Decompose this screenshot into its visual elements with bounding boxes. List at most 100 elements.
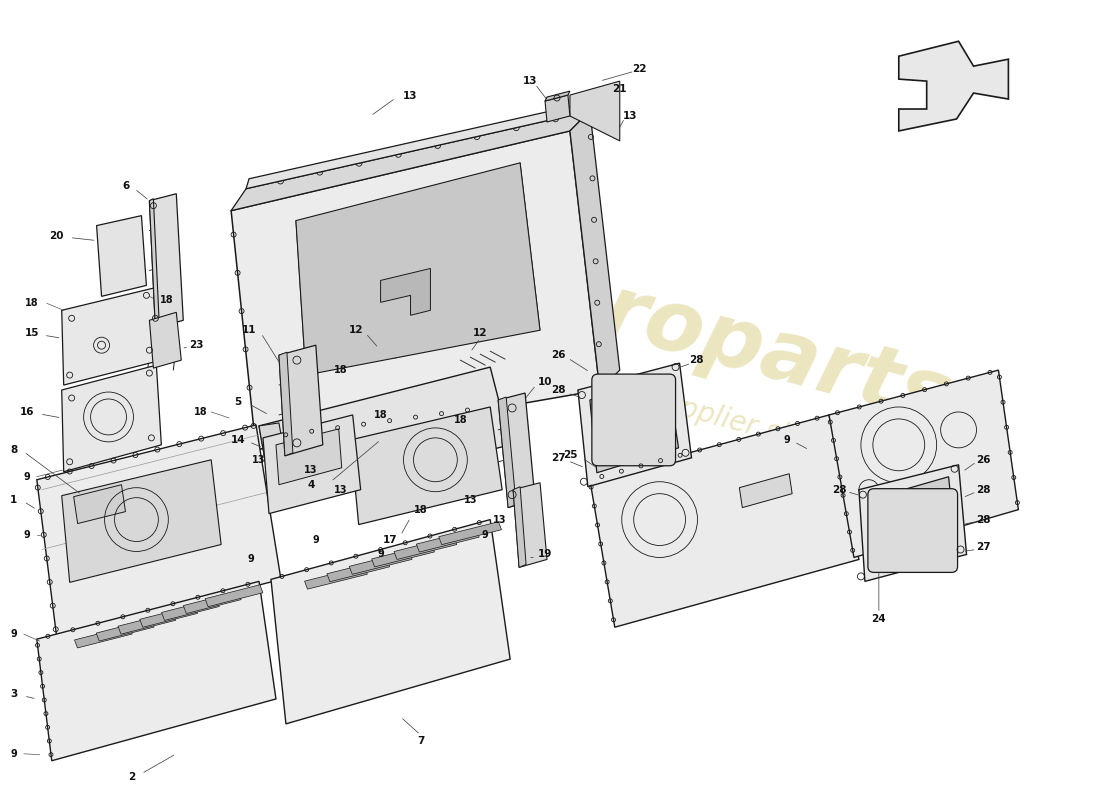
Polygon shape xyxy=(184,592,241,614)
Polygon shape xyxy=(439,522,502,545)
Text: 9: 9 xyxy=(23,472,30,482)
Text: 13: 13 xyxy=(404,91,418,101)
Text: 13: 13 xyxy=(494,514,507,525)
Text: 27: 27 xyxy=(551,453,565,462)
Text: 9: 9 xyxy=(248,554,254,565)
Polygon shape xyxy=(118,612,176,634)
Polygon shape xyxy=(246,101,595,189)
Polygon shape xyxy=(263,415,361,514)
Polygon shape xyxy=(544,95,570,122)
Polygon shape xyxy=(351,407,503,525)
Text: 2: 2 xyxy=(128,772,135,782)
Polygon shape xyxy=(394,537,456,559)
Polygon shape xyxy=(74,485,125,523)
Text: 13: 13 xyxy=(463,494,477,505)
Polygon shape xyxy=(271,519,510,724)
Polygon shape xyxy=(150,312,182,368)
Text: 7: 7 xyxy=(417,736,425,746)
Text: 13: 13 xyxy=(252,454,266,465)
Polygon shape xyxy=(62,365,162,472)
Polygon shape xyxy=(279,352,293,456)
Polygon shape xyxy=(279,345,322,456)
Text: 20: 20 xyxy=(50,230,64,241)
Polygon shape xyxy=(829,370,1019,558)
Polygon shape xyxy=(417,529,480,552)
Text: 4: 4 xyxy=(307,480,315,490)
Text: 6: 6 xyxy=(123,181,130,190)
Polygon shape xyxy=(570,81,619,141)
Text: 9: 9 xyxy=(11,749,18,758)
Text: 24: 24 xyxy=(871,614,887,624)
Polygon shape xyxy=(150,194,184,328)
Polygon shape xyxy=(296,163,540,375)
Text: 27: 27 xyxy=(976,542,991,553)
Polygon shape xyxy=(590,415,859,627)
Text: 28: 28 xyxy=(551,385,565,395)
Polygon shape xyxy=(231,111,590,210)
Polygon shape xyxy=(205,585,263,606)
Text: 18: 18 xyxy=(25,298,39,308)
Polygon shape xyxy=(258,367,510,505)
Polygon shape xyxy=(513,482,547,567)
Polygon shape xyxy=(62,287,162,385)
Polygon shape xyxy=(498,393,535,508)
Polygon shape xyxy=(350,551,412,574)
Text: europarts: europarts xyxy=(478,238,960,442)
Polygon shape xyxy=(258,423,293,505)
Text: 16: 16 xyxy=(20,407,34,417)
Text: 28: 28 xyxy=(690,355,704,365)
Polygon shape xyxy=(899,42,1009,131)
Text: 28: 28 xyxy=(976,485,991,494)
Polygon shape xyxy=(544,91,570,101)
Text: 18: 18 xyxy=(453,415,468,425)
Polygon shape xyxy=(231,131,600,450)
Polygon shape xyxy=(513,486,526,567)
Text: 12: 12 xyxy=(473,328,487,338)
Text: 9: 9 xyxy=(377,550,384,559)
Polygon shape xyxy=(498,397,516,508)
Text: 21: 21 xyxy=(613,84,627,94)
Text: 19: 19 xyxy=(538,550,552,559)
Text: 18: 18 xyxy=(414,505,427,514)
Polygon shape xyxy=(869,477,956,570)
Text: 18: 18 xyxy=(334,365,348,375)
Text: 11: 11 xyxy=(242,326,256,335)
Text: 12: 12 xyxy=(349,326,363,335)
Polygon shape xyxy=(305,566,367,589)
Polygon shape xyxy=(97,216,146,296)
Text: 26: 26 xyxy=(976,454,991,465)
Polygon shape xyxy=(276,429,342,485)
Polygon shape xyxy=(162,598,219,621)
Text: 9: 9 xyxy=(23,530,30,539)
Polygon shape xyxy=(381,269,430,315)
Text: 15: 15 xyxy=(24,328,40,338)
Text: 13: 13 xyxy=(334,485,348,494)
Text: 8: 8 xyxy=(10,445,18,455)
Text: 9: 9 xyxy=(312,534,319,545)
Polygon shape xyxy=(739,474,792,508)
Text: 5: 5 xyxy=(234,397,242,407)
Text: 22: 22 xyxy=(632,64,647,74)
FancyBboxPatch shape xyxy=(868,489,958,572)
Polygon shape xyxy=(327,559,389,582)
Polygon shape xyxy=(36,582,276,761)
Polygon shape xyxy=(578,363,692,486)
Text: 25: 25 xyxy=(563,450,578,460)
Text: 9: 9 xyxy=(784,435,791,445)
Polygon shape xyxy=(96,619,154,641)
Polygon shape xyxy=(570,111,619,390)
Text: 9: 9 xyxy=(11,629,18,639)
Text: 13: 13 xyxy=(623,111,637,121)
Text: 18: 18 xyxy=(160,295,173,306)
Polygon shape xyxy=(75,626,132,648)
Text: 26: 26 xyxy=(551,350,565,360)
Polygon shape xyxy=(62,460,221,582)
Polygon shape xyxy=(36,425,280,637)
Text: 28: 28 xyxy=(832,485,846,494)
Text: 3: 3 xyxy=(10,689,18,699)
Text: 13: 13 xyxy=(522,76,537,86)
Polygon shape xyxy=(859,465,967,582)
Text: 13: 13 xyxy=(304,465,318,474)
Polygon shape xyxy=(150,198,160,328)
Text: a parts supplier since 1985: a parts supplier since 1985 xyxy=(543,358,915,482)
